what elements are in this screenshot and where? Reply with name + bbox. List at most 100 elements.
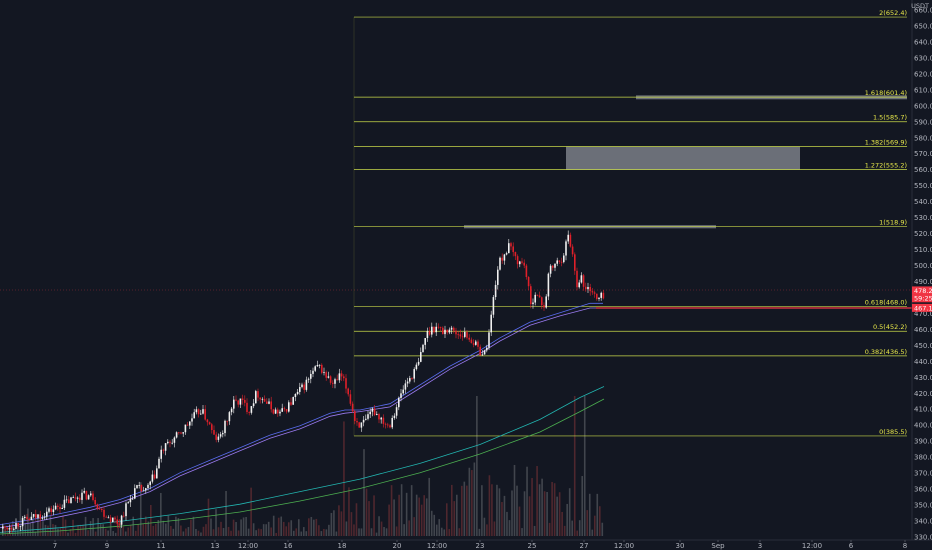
candle-body — [580, 275, 583, 283]
candle-body — [87, 495, 90, 500]
candle-body — [536, 294, 539, 296]
volume-bar — [202, 526, 205, 536]
volume-bar — [102, 524, 104, 536]
candle-body — [138, 485, 140, 486]
volume-bar — [586, 510, 589, 536]
price-tick-label: 520.0 — [914, 230, 932, 238]
volume-bar — [107, 530, 109, 536]
candle-body — [48, 508, 50, 512]
volume-bar — [14, 528, 17, 536]
volume-bar — [217, 527, 220, 536]
candle-body — [314, 366, 316, 371]
candlesticks — [2, 230, 605, 534]
candle-body — [285, 409, 288, 412]
volume-bar — [420, 504, 423, 536]
target-zone-middle[interactable] — [566, 146, 800, 170]
volume-bar — [265, 524, 267, 536]
volume-bar — [425, 498, 428, 536]
candle-body — [503, 254, 506, 261]
volume-bar — [27, 508, 29, 536]
volume-bar — [430, 510, 433, 536]
candle-body — [61, 507, 63, 509]
volume-bar — [192, 516, 195, 536]
volume-bar — [49, 515, 52, 536]
candle-body — [142, 490, 145, 492]
candle-body — [303, 384, 305, 390]
candle-body — [395, 407, 398, 416]
volume-bar — [252, 523, 255, 536]
volume-bar — [237, 530, 240, 536]
candle-body — [400, 393, 402, 398]
time-axis-panel[interactable] — [0, 540, 912, 550]
candle-body — [81, 492, 83, 500]
candle-body — [525, 265, 528, 277]
candle-body — [131, 498, 134, 500]
candle-body — [393, 415, 396, 418]
fib-level-label: 1.618(601.4) — [865, 89, 907, 97]
price-tick-label: 650.0 — [914, 22, 932, 30]
candle-body — [424, 338, 426, 345]
volume-bar — [398, 494, 400, 536]
candle-body — [545, 296, 547, 308]
volume-bar — [157, 520, 160, 536]
volume-bar — [42, 521, 44, 536]
volume-bar — [69, 529, 72, 536]
volume-bar — [287, 522, 290, 536]
fibonacci-extension[interactable]: 2(652.4) 1.618(601.4) 1.5(585.7) 1.382(569.… — [353, 9, 907, 437]
candle-body — [415, 364, 418, 370]
candle-body — [248, 412, 250, 413]
volume-bar — [358, 528, 360, 536]
price-axis-panel[interactable] — [912, 0, 932, 540]
volume-bar — [345, 521, 348, 536]
time-tick-label: 9 — [105, 542, 109, 550]
candle-body — [103, 509, 105, 517]
volume-bar — [581, 476, 584, 536]
volume-bar — [488, 475, 491, 536]
candle-body — [94, 499, 96, 505]
time-tick-label: 3 — [758, 542, 762, 550]
candle-body — [202, 409, 204, 414]
candle-body — [589, 286, 591, 292]
volume-bar — [536, 466, 538, 536]
candle-body — [582, 275, 585, 287]
candle-body — [105, 516, 107, 518]
volume-bar — [511, 490, 513, 536]
volume-bar — [506, 511, 508, 536]
volume-bar — [526, 466, 528, 536]
candle-body — [422, 344, 424, 353]
candle-body — [574, 254, 576, 271]
candle-body — [345, 378, 347, 389]
volume-bar — [104, 528, 107, 536]
candle-body — [336, 379, 338, 381]
candle-body — [6, 527, 8, 530]
candle-body — [444, 329, 446, 335]
volume-bar — [338, 505, 340, 536]
volume-bar — [207, 498, 210, 536]
candle-body — [587, 286, 589, 290]
candle-body — [125, 503, 127, 517]
candle-body — [472, 343, 475, 345]
candle-body — [241, 398, 244, 400]
time-tick-label: 18 — [338, 542, 347, 550]
volume-bar — [149, 505, 152, 536]
candle-body — [426, 331, 429, 339]
candle-body — [310, 373, 312, 379]
candle-body — [497, 269, 499, 285]
volume-bar — [471, 470, 473, 536]
volume-bar — [365, 488, 368, 536]
volume-bar — [573, 396, 576, 536]
volume-bar — [220, 521, 222, 536]
candle-body — [164, 443, 167, 451]
time-tick-label: 8 — [903, 542, 907, 550]
candle-body — [279, 411, 281, 414]
candle-body — [312, 370, 314, 374]
volume-bar — [445, 503, 448, 536]
candle-body — [549, 265, 552, 274]
volume-bar — [94, 531, 97, 536]
candle-body — [466, 331, 468, 338]
candle-body — [233, 399, 235, 409]
candle-body — [206, 419, 209, 423]
volume-bar — [463, 481, 466, 536]
candle-body — [334, 379, 336, 384]
